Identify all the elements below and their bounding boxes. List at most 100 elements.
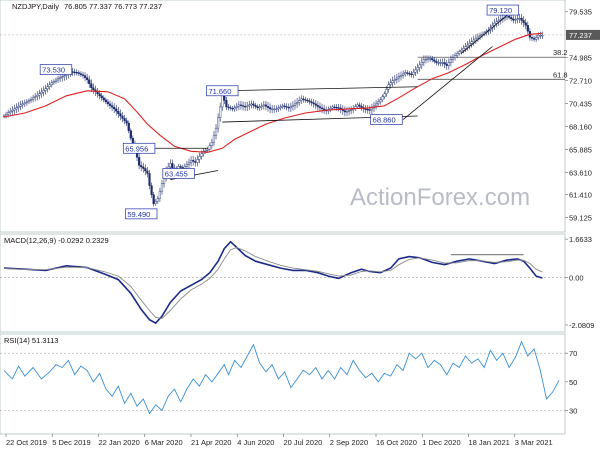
candle-body (426, 58, 430, 60)
candle-body (42, 90, 45, 93)
candle-body (171, 163, 174, 169)
candle-body (4, 114, 8, 117)
candle-body (19, 104, 22, 107)
candle-body (212, 134, 216, 143)
price-annotation-box (206, 85, 239, 97)
candle-body (472, 39, 475, 42)
candle-body (108, 103, 112, 106)
trendline (461, 9, 514, 54)
candle-body (32, 97, 35, 100)
candle-body (7, 112, 10, 115)
candle-body (252, 103, 255, 106)
candle-body (512, 18, 515, 21)
price-tick-label: 70.435 (569, 100, 592, 109)
price-annotation-label: 68.860 (373, 116, 396, 125)
candle-body (169, 163, 172, 168)
candle-body (86, 77, 89, 80)
candle-body (25, 101, 28, 104)
candle-body (15, 107, 18, 110)
price-annotation-box (370, 114, 403, 125)
candle-body (374, 103, 378, 107)
candle-body (219, 106, 222, 118)
candle-body (337, 107, 340, 109)
price-annotation-box (125, 208, 158, 220)
candle-body (225, 100, 228, 108)
candle-body (408, 73, 411, 75)
main-panel-frame (0, 0, 566, 233)
x-tick-label: 18 Jan 2021 (469, 438, 510, 447)
candle-body (152, 194, 155, 204)
candle-body (520, 17, 523, 21)
candle-body (433, 59, 436, 62)
last-price-label: 77.237 (569, 31, 592, 40)
candle-body (40, 91, 43, 95)
candle-body (110, 105, 114, 108)
candle-body (474, 38, 477, 41)
candle-body (530, 37, 534, 39)
candle-body (458, 51, 461, 54)
candle-body (514, 19, 517, 21)
price-tick-label: 63.610 (569, 168, 592, 177)
candle-body (34, 96, 37, 99)
candle-body (38, 93, 41, 96)
rsi-tick-label: 50 (569, 378, 577, 387)
candle-body (360, 106, 363, 108)
candle-body (36, 94, 39, 97)
candle-body (250, 103, 253, 106)
x-tick-label: 22 Jan 2020 (99, 438, 140, 447)
candle-body (200, 153, 203, 157)
candle-body (316, 105, 319, 107)
candle-body (476, 36, 480, 39)
candle-body (356, 104, 359, 107)
candle-body (293, 103, 297, 106)
candle-body (443, 62, 446, 65)
rsi-panel: 70 50 30 (0, 340, 577, 416)
candle-body (323, 108, 326, 111)
candle-body (17, 106, 20, 108)
candle-body (422, 59, 425, 63)
price-annotation-box (122, 142, 156, 154)
candle-body (125, 120, 128, 124)
candle-body (300, 98, 303, 101)
candle-body (522, 20, 525, 24)
candle-body (366, 109, 369, 111)
candle-body (320, 107, 324, 110)
candle-body (50, 82, 53, 85)
price-annotation-label: 63.455 (165, 170, 188, 179)
candle-body (285, 106, 288, 108)
price-panel: 79.535 77.237 74.985 72.710 70.435 68.160 65.8… (0, 4, 600, 223)
fib-label: 38.2 (553, 48, 568, 57)
candle-body (377, 101, 380, 105)
candle-body (258, 106, 261, 109)
candle-body (532, 38, 536, 40)
candle-body (158, 190, 161, 199)
candle-body (453, 55, 457, 58)
candle-body (535, 37, 538, 40)
candle-body (198, 156, 201, 160)
candle-body (445, 63, 448, 66)
candle-body (88, 79, 91, 84)
candle-body (52, 81, 55, 83)
candle-body (11, 109, 14, 112)
price-annotation-box (486, 4, 520, 16)
candle-body (345, 111, 349, 113)
candle-body (196, 159, 199, 163)
candle-body (306, 99, 309, 102)
candle-body (81, 74, 85, 76)
candle-body (254, 105, 257, 107)
candle-body (406, 72, 409, 74)
candle-body (75, 72, 78, 74)
candle-body (194, 161, 197, 163)
signal-line (3, 247, 543, 319)
price-annotation-box (39, 64, 73, 75)
price-tick-label: 79.535 (569, 8, 592, 17)
candle-body (516, 18, 519, 20)
candle-body (402, 73, 405, 76)
candle-body (260, 105, 263, 108)
candle-body (192, 160, 195, 162)
candle-body (73, 71, 76, 73)
candle-body (83, 75, 87, 78)
candle-body (526, 25, 529, 32)
candle-body (451, 57, 455, 60)
macd-panel: 1.6633 0.00 -2.0809 (0, 235, 594, 330)
